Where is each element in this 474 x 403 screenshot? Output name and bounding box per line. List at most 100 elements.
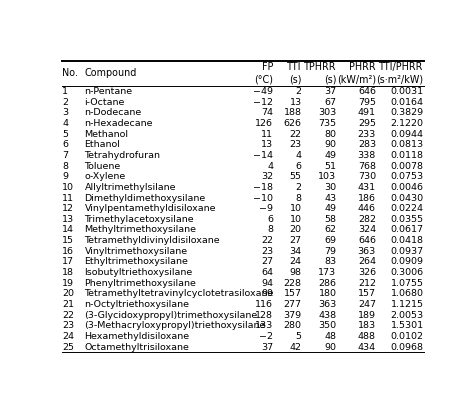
Text: 768: 768 (358, 162, 376, 170)
Text: 1: 1 (62, 87, 68, 96)
Text: 491: 491 (358, 108, 376, 117)
Text: 286: 286 (319, 279, 337, 288)
Text: 183: 183 (358, 321, 376, 330)
Text: 0.0102: 0.0102 (391, 332, 424, 341)
Text: 6: 6 (267, 215, 273, 224)
Text: −49: −49 (253, 87, 273, 96)
Text: 20: 20 (290, 226, 302, 235)
Text: 0.0078: 0.0078 (391, 162, 424, 170)
Text: 326: 326 (358, 268, 376, 277)
Text: TPHRR
(s): TPHRR (s) (304, 62, 337, 85)
Text: 8: 8 (62, 162, 68, 170)
Text: 303: 303 (318, 108, 337, 117)
Text: 22: 22 (62, 311, 74, 320)
Text: 0.0046: 0.0046 (391, 183, 424, 192)
Text: Allyltrimethylsilane: Allyltrimethylsilane (84, 183, 176, 192)
Text: 0.0418: 0.0418 (391, 236, 424, 245)
Text: 0.0909: 0.0909 (391, 258, 424, 266)
Text: 188: 188 (284, 108, 302, 117)
Text: (3-Glycidoxypropyl)trimethoxysilane: (3-Glycidoxypropyl)trimethoxysilane (84, 311, 258, 320)
Text: 431: 431 (358, 183, 376, 192)
Text: 2: 2 (62, 98, 68, 107)
Text: Tetramethyldivinyldisiloxane: Tetramethyldivinyldisiloxane (84, 236, 220, 245)
Text: 338: 338 (358, 151, 376, 160)
Text: Phenyltrimethoxysilane: Phenyltrimethoxysilane (84, 279, 196, 288)
Text: 90: 90 (325, 140, 337, 149)
Text: 173: 173 (319, 268, 337, 277)
Text: 8: 8 (267, 226, 273, 235)
Text: 10: 10 (290, 204, 302, 213)
Text: 116: 116 (255, 300, 273, 309)
Text: 0.3006: 0.3006 (391, 268, 424, 277)
Text: 21: 21 (62, 300, 74, 309)
Text: Dimethyldimethoxysilane: Dimethyldimethoxysilane (84, 193, 206, 203)
Text: 126: 126 (255, 119, 273, 128)
Text: o-Xylene: o-Xylene (84, 172, 126, 181)
Text: 49: 49 (325, 204, 337, 213)
Text: 1.0755: 1.0755 (391, 279, 424, 288)
Text: 37: 37 (324, 87, 337, 96)
Text: Ethyltrimethoxysilane: Ethyltrimethoxysilane (84, 258, 188, 266)
Text: 0.0430: 0.0430 (391, 193, 424, 203)
Text: 128: 128 (255, 311, 273, 320)
Text: 0.0937: 0.0937 (391, 247, 424, 256)
Text: 646: 646 (358, 236, 376, 245)
Text: 13: 13 (62, 215, 74, 224)
Text: Compound: Compound (84, 69, 137, 79)
Text: 350: 350 (319, 321, 337, 330)
Text: 1.0680: 1.0680 (391, 289, 424, 298)
Text: 2: 2 (296, 183, 302, 192)
Text: 48: 48 (325, 332, 337, 341)
Text: 379: 379 (283, 311, 302, 320)
Text: 730: 730 (358, 172, 376, 181)
Text: 4: 4 (62, 119, 68, 128)
Text: 735: 735 (319, 119, 337, 128)
Text: 277: 277 (284, 300, 302, 309)
Text: 18: 18 (62, 268, 74, 277)
Text: 24: 24 (290, 258, 302, 266)
Text: 646: 646 (358, 87, 376, 96)
Text: 280: 280 (284, 321, 302, 330)
Text: 795: 795 (358, 98, 376, 107)
Text: 42: 42 (290, 343, 302, 352)
Text: Toluene: Toluene (84, 162, 121, 170)
Text: 25: 25 (62, 343, 74, 352)
Text: 34: 34 (290, 247, 302, 256)
Text: 488: 488 (358, 332, 376, 341)
Text: 0.0118: 0.0118 (391, 151, 424, 160)
Text: n-Pentane: n-Pentane (84, 87, 133, 96)
Text: Ethanol: Ethanol (84, 140, 120, 149)
Text: 434: 434 (358, 343, 376, 352)
Text: −10: −10 (253, 193, 273, 203)
Text: 233: 233 (358, 130, 376, 139)
Text: 11: 11 (62, 193, 74, 203)
Text: n-Octyltriethoxysilane: n-Octyltriethoxysilane (84, 300, 190, 309)
Text: 23: 23 (261, 247, 273, 256)
Text: 264: 264 (358, 258, 376, 266)
Text: 295: 295 (358, 119, 376, 128)
Text: 189: 189 (358, 311, 376, 320)
Text: 24: 24 (62, 332, 74, 341)
Text: 1.1215: 1.1215 (391, 300, 424, 309)
Text: 9: 9 (62, 172, 68, 181)
Text: 6: 6 (296, 162, 302, 170)
Text: 23: 23 (62, 321, 74, 330)
Text: Trimethylacetoxysilane: Trimethylacetoxysilane (84, 215, 194, 224)
Text: 228: 228 (284, 279, 302, 288)
Text: Vinylpentamethyldisiloxane: Vinylpentamethyldisiloxane (84, 204, 216, 213)
Text: Methanol: Methanol (84, 130, 128, 139)
Text: 5: 5 (62, 130, 68, 139)
Text: n-Hexadecane: n-Hexadecane (84, 119, 153, 128)
Text: 83: 83 (324, 258, 337, 266)
Text: 2: 2 (296, 87, 302, 96)
Text: PHRR
(kW/m²): PHRR (kW/m²) (337, 62, 376, 85)
Text: 30: 30 (324, 183, 337, 192)
Text: 0.0944: 0.0944 (391, 130, 424, 139)
Text: 0.0031: 0.0031 (391, 87, 424, 96)
Text: 20: 20 (62, 289, 74, 298)
Text: 4: 4 (267, 162, 273, 170)
Text: 1.5301: 1.5301 (391, 321, 424, 330)
Text: 212: 212 (358, 279, 376, 288)
Text: 15: 15 (62, 236, 74, 245)
Text: 80: 80 (325, 130, 337, 139)
